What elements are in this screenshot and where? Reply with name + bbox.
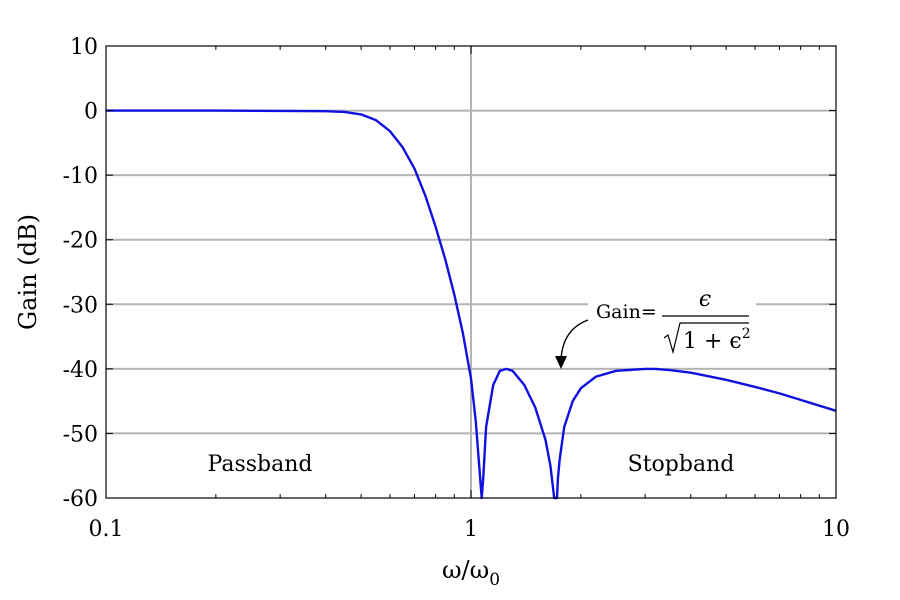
passband-label: Passband — [208, 452, 313, 477]
y-tick-labels: 10 0 -10 -20 -30 -40 -50 -60 — [63, 35, 98, 512]
y-tick-label: -40 — [63, 358, 98, 383]
stopband-label: Stopband — [628, 452, 735, 477]
x-axis-title-subscript: 0 — [489, 570, 500, 590]
curve-layer — [106, 109, 837, 500]
axis-ticks — [105, 45, 837, 499]
y-tick-label: -20 — [63, 229, 98, 254]
formula-numerator: ϵ — [699, 287, 711, 312]
x-axis-title-main: ω/ω — [442, 556, 489, 584]
x-tick-label: 1 — [464, 517, 478, 542]
y-tick-label: -50 — [63, 422, 98, 447]
gain-curve-line — [106, 109, 837, 500]
formula-denominator-text: 1 + ϵ — [683, 329, 742, 354]
y-tick-label: 0 — [84, 100, 98, 125]
x-tick-label: 0.1 — [89, 517, 124, 542]
y-axis-title: Gain (dB) — [14, 214, 42, 330]
x-tick-labels: 0.1 1 10 — [89, 517, 851, 542]
formula-denominator: 1 + ϵ2 — [683, 326, 751, 354]
formula-arrow-shaft — [560, 319, 589, 361]
formula-sqrt-sign — [663, 322, 749, 355]
gain-formula-annotation: Gain= ϵ 1 + ϵ2 — [555, 287, 756, 369]
x-tick-label: 10 — [822, 517, 850, 542]
formula-gain-label: Gain= — [596, 301, 657, 323]
y-tick-label: -10 — [63, 164, 98, 189]
y-tick-label: -60 — [63, 487, 98, 512]
formula-arrow-head — [555, 356, 567, 369]
y-tick-label: -30 — [63, 293, 98, 318]
y-tick-label: 10 — [70, 35, 98, 60]
x-axis-title: ω/ω0 — [442, 556, 500, 590]
formula-exponent: 2 — [742, 326, 751, 342]
